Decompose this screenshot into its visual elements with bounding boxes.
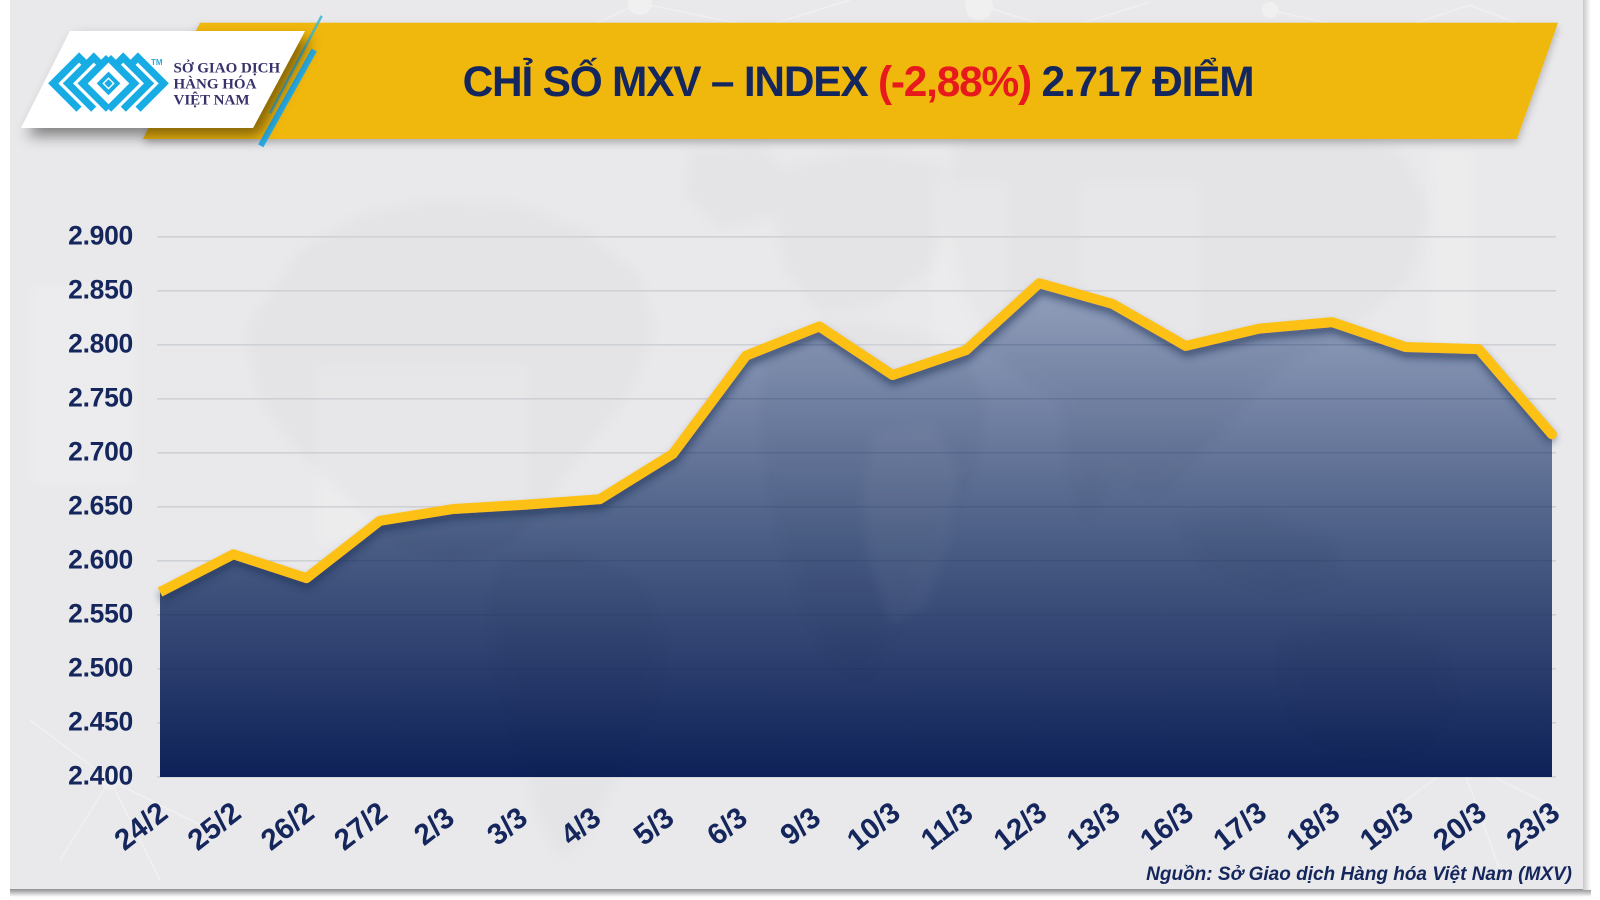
svg-text:HÀNG HÓA: HÀNG HÓA bbox=[174, 76, 257, 93]
svg-text:2.900: 2.900 bbox=[68, 221, 133, 251]
svg-text:VIỆT NAM: VIỆT NAM bbox=[174, 92, 250, 109]
svg-text:2.500: 2.500 bbox=[68, 653, 133, 683]
svg-text:2.550: 2.550 bbox=[68, 599, 133, 629]
svg-text:2.850: 2.850 bbox=[68, 275, 133, 305]
svg-text:2.700: 2.700 bbox=[68, 437, 133, 467]
svg-text:2.750: 2.750 bbox=[68, 383, 133, 413]
svg-text:TM: TM bbox=[151, 58, 163, 67]
svg-text:2.800: 2.800 bbox=[68, 329, 133, 359]
svg-text:2.600: 2.600 bbox=[68, 545, 133, 575]
svg-text:2.400: 2.400 bbox=[68, 761, 133, 791]
svg-text:2.650: 2.650 bbox=[68, 491, 133, 521]
svg-text:CHỈ SỐ MXV – INDEX (-2,88%) 2.: CHỈ SỐ MXV – INDEX (-2,88%) 2.717 ĐIỂM bbox=[463, 57, 1254, 105]
svg-text:SỞ GIAO DỊCH: SỞ GIAO DỊCH bbox=[174, 60, 281, 77]
svg-text:Nguồn: Sở Giao dịch Hàng hóa V: Nguồn: Sở Giao dịch Hàng hóa Việt Nam (M… bbox=[1146, 864, 1572, 885]
svg-text:2.450: 2.450 bbox=[68, 707, 133, 737]
